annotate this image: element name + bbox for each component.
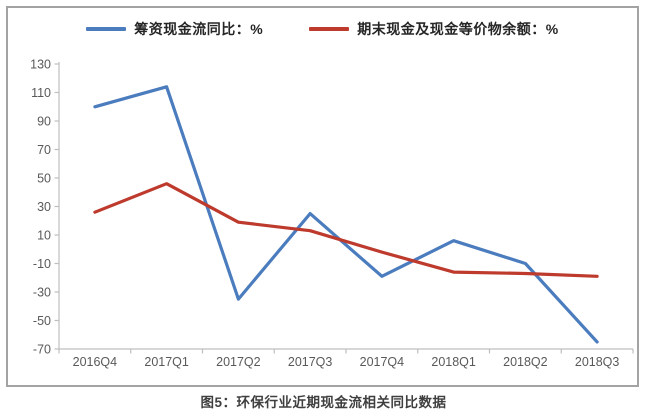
x-tick-label: 2018Q3 <box>575 355 620 369</box>
y-tick-label: 70 <box>37 143 51 157</box>
blue-line-swatch-icon <box>86 27 127 31</box>
x-tick-label: 2017Q4 <box>360 355 405 369</box>
legend-label: 筹资现金流同比：% <box>134 21 264 37</box>
x-tick-label: 2017Q1 <box>144 355 189 369</box>
chart-legend: 筹资现金流同比：% 期末现金及现金等价物余额：% <box>8 19 637 39</box>
x-tick-label: 2018Q1 <box>431 355 476 369</box>
y-tick-label: -30 <box>33 286 51 300</box>
x-tick-label: 2017Q2 <box>216 355 261 369</box>
chart-frame: 筹资现金流同比：% 期末现金及现金等价物余额：% 130 110 90 70 50 30 1… <box>6 6 639 387</box>
y-tick-label: 90 <box>37 115 51 129</box>
y-tick-label: -50 <box>33 314 51 328</box>
y-tick-label: -70 <box>33 343 51 357</box>
y-tick-label: -10 <box>33 257 51 271</box>
legend-label: 期末现金及现金等价物余额：% <box>357 21 559 37</box>
y-tick-label: 50 <box>37 172 51 186</box>
y-tick-label: 10 <box>37 229 51 243</box>
y-tick-label: 30 <box>37 200 51 214</box>
legend-item-financing-cashflow: 筹资现金流同比：% <box>86 19 263 39</box>
figure-caption: 图5：环保行业近期现金流相关同比数据 <box>200 395 447 410</box>
series-line-1 <box>93 182 599 278</box>
x-tick-label: 2018Q2 <box>503 355 548 369</box>
y-tick-label: 110 <box>31 86 51 100</box>
y-tick-label: 130 <box>30 58 51 72</box>
series-line-0 <box>93 85 599 344</box>
red-line-swatch-icon <box>309 27 350 31</box>
line-chart-plot: 130 110 90 70 50 30 10 -10 -30 -50 -70 2016Q4 2017Q1… <box>30 58 634 369</box>
x-tick-label: 2016Q4 <box>73 355 118 369</box>
x-tick-label: 2017Q3 <box>288 355 333 369</box>
legend-item-ending-cash-balance: 期末现金及现金等价物余额：% <box>309 19 558 39</box>
